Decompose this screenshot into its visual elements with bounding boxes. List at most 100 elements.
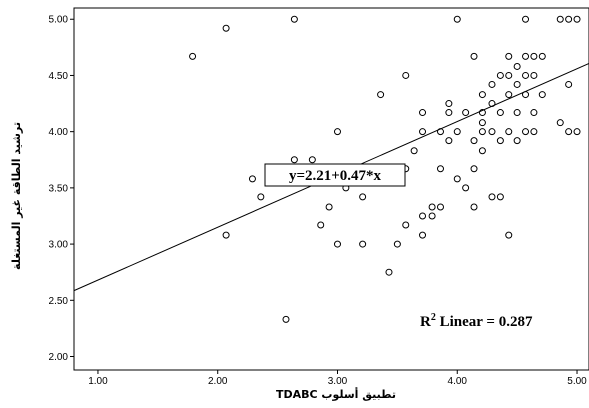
data-point — [462, 184, 470, 192]
x-tick-label: 5.00 — [567, 376, 587, 387]
data-point — [359, 193, 367, 201]
data-point — [556, 119, 564, 127]
equation-box: y=2.21+0.47*x — [264, 163, 406, 187]
data-point — [325, 203, 333, 211]
data-point — [282, 315, 290, 323]
data-point — [222, 24, 230, 32]
data-point — [290, 156, 298, 164]
data-point — [359, 240, 367, 248]
data-point — [470, 203, 478, 211]
data-point — [496, 193, 504, 201]
data-point — [257, 193, 265, 201]
data-point — [410, 147, 418, 155]
x-tick-label: 4.00 — [448, 376, 468, 387]
data-point — [317, 221, 325, 229]
data-point — [488, 193, 496, 201]
data-point — [445, 137, 453, 145]
data-point — [565, 128, 573, 136]
data-point — [530, 128, 538, 136]
data-point — [419, 212, 427, 220]
x-tick-label: 2.00 — [208, 376, 228, 387]
data-point — [556, 15, 564, 23]
x-tick-label: 3.00 — [328, 376, 348, 387]
y-tick-label: 2.50 — [49, 296, 69, 307]
plot-area — [73, 7, 589, 371]
y-axis-title: ترشيد الطاقة غير المستغلة — [10, 122, 23, 270]
data-point — [393, 240, 401, 248]
y-tick-label: 3.00 — [49, 240, 69, 251]
r2-prefix: R — [420, 314, 431, 330]
data-point — [419, 109, 427, 117]
y-tick-label: 5.00 — [49, 15, 69, 26]
data-point — [308, 156, 316, 164]
data-point — [478, 109, 486, 117]
data-point — [402, 71, 410, 79]
data-point — [488, 128, 496, 136]
data-point — [522, 52, 530, 60]
y-tick-label: 2.00 — [49, 352, 69, 363]
data-point — [573, 15, 581, 23]
data-point — [505, 52, 513, 60]
data-point — [445, 100, 453, 108]
data-point — [385, 268, 393, 276]
data-point — [538, 52, 546, 60]
data-point — [522, 15, 530, 23]
data-point — [248, 175, 256, 183]
data-point — [505, 128, 513, 136]
data-point — [513, 137, 521, 145]
data-point — [505, 91, 513, 99]
equation-label: y=2.21+0.47*x — [289, 168, 382, 184]
y-tick-label: 3.50 — [49, 183, 69, 194]
data-point — [189, 52, 197, 60]
data-point — [470, 165, 478, 173]
data-point — [453, 15, 461, 23]
data-point — [428, 212, 436, 220]
data-point — [496, 109, 504, 117]
data-point — [470, 52, 478, 60]
data-point — [445, 109, 453, 117]
data-point — [478, 147, 486, 155]
r2-label: R2 Linear = 0.287 — [420, 312, 533, 330]
data-point — [377, 91, 385, 99]
data-point — [496, 71, 504, 79]
data-point — [505, 231, 513, 239]
data-point — [530, 109, 538, 117]
data-point — [462, 109, 470, 117]
data-point — [436, 203, 444, 211]
data-point — [505, 71, 513, 79]
data-point — [478, 119, 486, 127]
data-point — [573, 128, 581, 136]
x-axis-title: تطبيق أسلوب TDABC — [276, 387, 396, 401]
data-point — [522, 71, 530, 79]
data-point — [402, 221, 410, 229]
data-point — [453, 175, 461, 183]
data-point — [496, 137, 504, 145]
data-point — [290, 15, 298, 23]
data-point — [222, 231, 230, 239]
y-tick-label: 4.50 — [49, 71, 69, 82]
data-point — [478, 91, 486, 99]
data-point — [488, 80, 496, 88]
data-point — [530, 52, 538, 60]
data-point — [436, 165, 444, 173]
y-tick-label: 4.00 — [49, 127, 69, 138]
data-point — [419, 231, 427, 239]
data-point — [333, 128, 341, 136]
data-point — [565, 80, 573, 88]
data-point — [538, 91, 546, 99]
data-point — [513, 62, 521, 70]
data-point — [478, 128, 486, 136]
data-point — [428, 203, 436, 211]
data-point — [470, 137, 478, 145]
data-point — [522, 128, 530, 136]
data-point — [530, 71, 538, 79]
data-point — [333, 240, 341, 248]
data-point — [419, 128, 427, 136]
data-point — [513, 109, 521, 117]
data-point — [565, 15, 573, 23]
r2-superscript: 2 — [431, 312, 436, 323]
data-point — [453, 128, 461, 136]
r2-value: Linear = 0.287 — [436, 314, 533, 330]
data-point — [513, 80, 521, 88]
